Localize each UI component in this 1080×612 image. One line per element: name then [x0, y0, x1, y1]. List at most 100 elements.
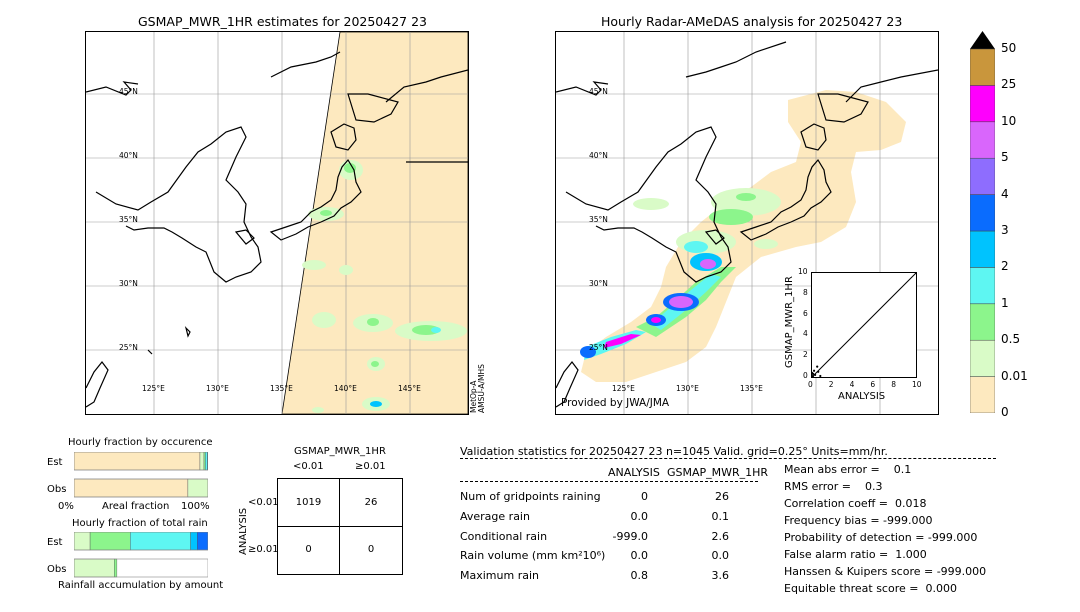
- left-lon-label: 135°E: [270, 384, 293, 393]
- scatter-y-tick-label: 0: [803, 371, 808, 380]
- left-lon-label: 140°E: [334, 384, 357, 393]
- fraction-bar-segment: [74, 478, 189, 498]
- left-lat-label: 35°N: [119, 215, 138, 224]
- fraction-bar-outline: [74, 478, 208, 498]
- contingency-row-ge: ≥0.01: [248, 544, 279, 555]
- validation-gsmap-value: 3.6: [711, 569, 730, 582]
- occurrence-bars: [74, 452, 208, 498]
- colorbar-tick-label: 0.01: [1001, 368, 1028, 383]
- contingency-cell: 0: [305, 544, 312, 555]
- colorbar-swatch: [969, 85, 996, 123]
- colorbar-tick-label: 10: [1001, 113, 1017, 128]
- validation-row-label: Num of gridpoints raining: [460, 490, 601, 503]
- fraction-bar-segment: [187, 478, 208, 498]
- colorbar-tick-label: 0: [1001, 405, 1009, 419]
- colorbar-swatch: [969, 121, 996, 159]
- scatter-x-tick-label: 6: [870, 380, 876, 389]
- scatter-point: [812, 369, 816, 372]
- scatter-x-tick-label: 8: [891, 380, 896, 389]
- right-lat-label: 30°N: [589, 279, 608, 288]
- contingency-col-lt: <0.01: [293, 461, 324, 472]
- colorbar-tick-label: 50: [1001, 41, 1017, 55]
- validation-gsmap-value: 26: [715, 490, 729, 503]
- colorbar-tick-label: 5: [1001, 150, 1009, 165]
- right-lat-label: 25°N: [589, 343, 608, 352]
- validation-analysis-value: 0.0: [630, 549, 649, 562]
- contingency-row-lt: <0.01: [248, 497, 279, 508]
- colorbar-swatch: [969, 376, 996, 414]
- left-coastlines: [86, 51, 468, 408]
- sensor-note: MetOp-A AMSU-A/MHS: [469, 364, 486, 413]
- score-line: False alarm ratio = 1.000: [784, 548, 927, 561]
- rain-bars: [74, 532, 208, 578]
- rain-xlabel: Rainfall accumulation by amount: [58, 580, 224, 591]
- scatter-point: [819, 374, 822, 377]
- right-lon-label: 125°E: [612, 384, 635, 393]
- scatter-inset: [811, 272, 917, 378]
- scatter-x-tick-label: 10: [912, 380, 922, 389]
- colorbar-tick-label: 0.5: [1001, 332, 1021, 347]
- occurrence-xlabel-right: 100%: [181, 501, 210, 512]
- validation-gsmap-value: 0.0: [711, 549, 730, 562]
- fraction-bar-segment: [74, 558, 115, 578]
- occurrence-chart-title: Hourly fraction by occurence: [68, 437, 213, 448]
- validation-gsmap-value: 0.1: [711, 510, 730, 523]
- fraction-bar-outline: [74, 532, 208, 551]
- right-lon-label: 130°E: [676, 384, 699, 393]
- fraction-bar-segment: [89, 532, 131, 551]
- left-map-title: GSMAP_MWR_1HR estimates for 20250427 23: [138, 14, 427, 29]
- score-line: Hanssen & Kuipers score = -999.000: [784, 565, 987, 578]
- right-map-panel: 45°N 40°N 35°N 30°N 25°N 125°E 130°E 135…: [555, 31, 939, 415]
- occurrence-est-label: Est: [47, 457, 63, 468]
- colorbar: [969, 31, 996, 414]
- colorbar-tick-label: 1: [1001, 295, 1009, 310]
- contingency-cell: 26: [364, 497, 378, 508]
- fraction-bar-segment: [205, 452, 208, 471]
- validation-gsmap-value: 2.6: [711, 530, 730, 543]
- occurrence-obs-label: Obs: [47, 484, 67, 495]
- contingency-table: 1019 26 0 0: [277, 478, 403, 575]
- rain-est-label: Est: [47, 537, 63, 548]
- left-lon-label: 145°E: [398, 384, 421, 393]
- fraction-bar-segment: [130, 532, 191, 551]
- validation-analysis-value: 0: [641, 490, 648, 503]
- scatter-point: [812, 371, 814, 374]
- scatter-y-tick-label: 2: [803, 350, 808, 360]
- fraction-bar-outline: [74, 558, 208, 578]
- occurrence-xlabel-left: 0%: [58, 501, 74, 512]
- left-lat-label: 30°N: [119, 279, 138, 288]
- scatter-y-tick-label: 10: [798, 267, 808, 276]
- colorbar-swatch: [969, 267, 996, 305]
- colorbar-swatch: [969, 339, 996, 377]
- scatter-x-tick-label: 0: [808, 380, 813, 389]
- validation-subdivider: [460, 481, 758, 482]
- colorbar-swatches: [969, 31, 996, 414]
- scatter-point: [817, 370, 820, 373]
- validation-row-label: Conditional rain: [460, 530, 548, 543]
- scatter-y-tick-label: 4: [803, 329, 808, 339]
- colorbar-swatch: [969, 303, 996, 341]
- scatter-point: [814, 373, 817, 377]
- fraction-bar-outline: [74, 452, 208, 471]
- colorbar-tick-label: 3: [1001, 223, 1009, 237]
- fraction-bar-segment: [114, 558, 118, 578]
- colorbar-tick-label: 4: [1001, 186, 1009, 201]
- scatter-xlabel: ANALYSIS: [838, 391, 886, 402]
- contingency-title: GSMAP_MWR_1HR: [294, 446, 386, 457]
- score-line: Probability of detection = -999.000: [784, 531, 978, 544]
- left-rain-patches: [302, 160, 467, 413]
- contingency-col-ge: ≥0.01: [355, 461, 386, 472]
- validation-analysis-value: 0.8: [630, 569, 649, 582]
- fraction-bar-segment: [74, 532, 91, 551]
- occurrence-xlabel: Areal fraction: [102, 501, 170, 512]
- scatter-x-tick-label: 4: [849, 380, 855, 389]
- colorbar-swatch: [969, 194, 996, 232]
- scatter-point: [816, 365, 819, 368]
- left-map-panel: 45°N 40°N 35°N 30°N 25°N 125°E 130°E 135…: [85, 31, 469, 415]
- fraction-bar-segment: [197, 532, 208, 551]
- scatter-y-tick-label: 6: [803, 308, 808, 318]
- score-line: Equitable threat score = 0.000: [784, 582, 957, 595]
- fraction-bar-segment: [190, 532, 198, 551]
- scatter-ylabel: GSMAP_MWR_1HR: [784, 276, 795, 368]
- right-lat-label: 45°N: [589, 87, 608, 96]
